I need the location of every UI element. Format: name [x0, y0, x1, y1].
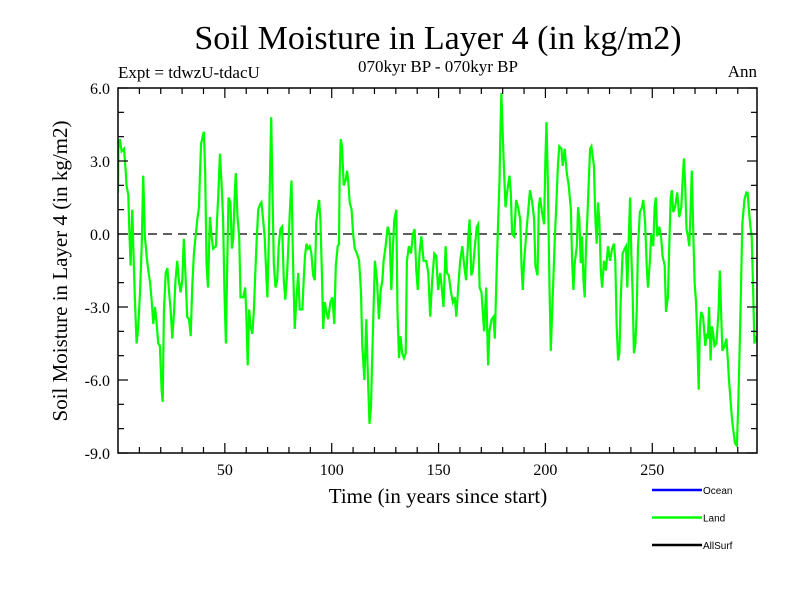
x-tick-label: 100	[320, 462, 344, 479]
legend-label-land: Land	[703, 514, 725, 525]
y-tick-label: -6.0	[85, 373, 110, 390]
season-label: Ann	[728, 62, 758, 81]
y-tick-label: -9.0	[85, 446, 110, 463]
x-tick-label: 250	[640, 462, 664, 479]
y-tick-label: 0.0	[90, 227, 110, 244]
legend-label-ocean: Ocean	[703, 486, 732, 497]
plot-frame	[117, 87, 758, 454]
x-tick-label: 50	[217, 462, 233, 479]
axis-ticks	[118, 87, 757, 454]
legend: Ocean Land AllSurf	[652, 486, 733, 552]
legend-label-allsurf: AllSurf	[703, 541, 733, 552]
experiment-label: Expt = tdwzU-tdacU	[118, 63, 260, 82]
x-axis-label: Time (in years since start)	[329, 484, 548, 508]
plot-area	[117, 87, 758, 454]
y-tick-label: 3.0	[90, 154, 110, 171]
y-axis-tick-labels: 6.0 3.0 0.0 -3.0 -6.0 -9.0	[85, 81, 110, 463]
chart-subtitle: 070kyr BP - 070kyr BP	[358, 57, 518, 76]
y-tick-label: -3.0	[85, 300, 110, 317]
y-tick-label: 6.0	[90, 81, 110, 98]
x-axis-tick-labels: 50 100 150 200 250	[217, 462, 664, 479]
y-axis-label: Soil Moisture in Layer 4 (in kg/m2)	[48, 121, 72, 422]
x-tick-label: 150	[427, 462, 451, 479]
series-line-land	[118, 92, 757, 449]
x-tick-label: 200	[533, 462, 557, 479]
chart-title: Soil Moisture in Layer 4 (in kg/m2)	[194, 20, 681, 57]
